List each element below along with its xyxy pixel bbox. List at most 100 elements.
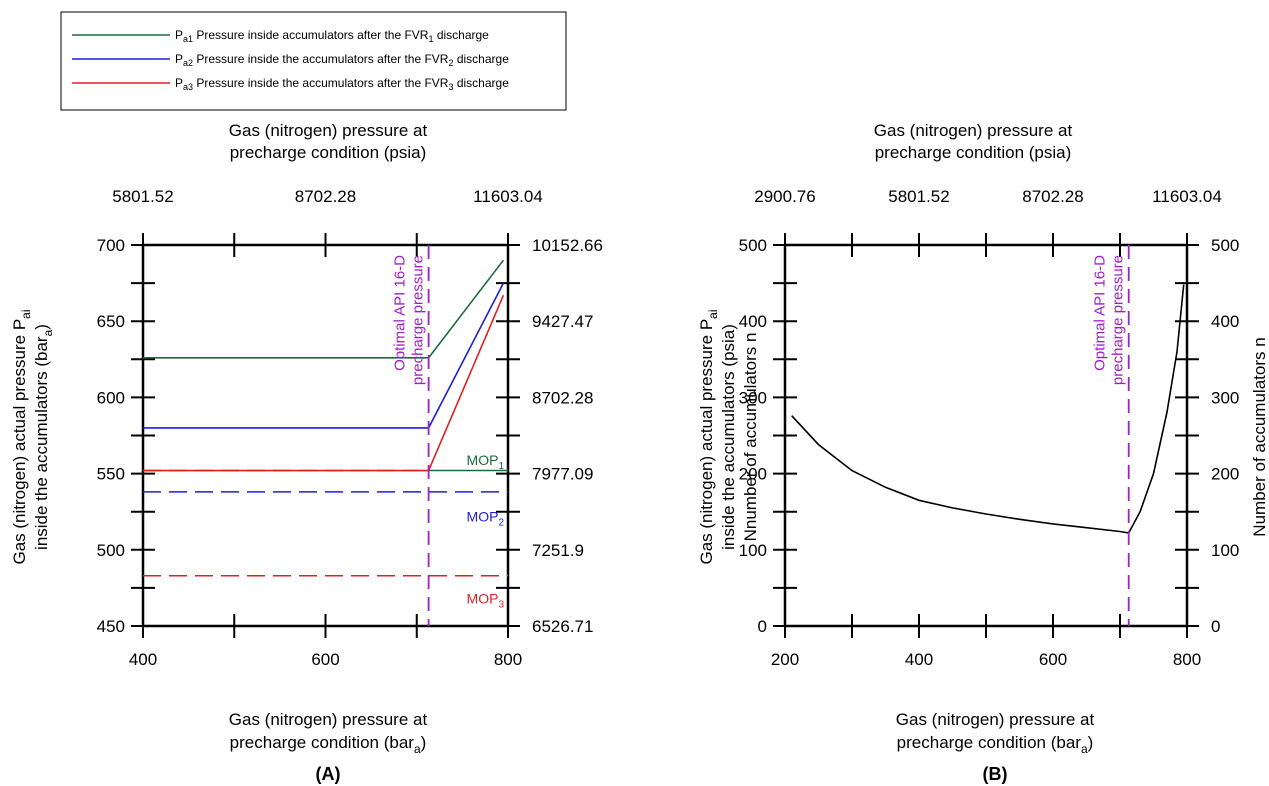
- panel-a-y-label-main: Gas (nitrogen) actual pressure P: [10, 319, 29, 565]
- legend-tail: discharge: [454, 76, 510, 90]
- mop-label-base: MOP: [467, 452, 499, 468]
- panel-a-y-label2-sub: a: [41, 329, 55, 336]
- panel-a-optimal-label: Optimal API 16-D precharge pressure: [392, 255, 427, 385]
- panel-b-x-tick-label: 400: [905, 650, 933, 669]
- panel-b-y-right-tick-label: 300: [1211, 388, 1239, 407]
- legend-sub: a1: [183, 34, 193, 44]
- panel-a-y-right-tick-label: 10152.66: [532, 236, 603, 255]
- panel-a-x-axis-label-line1: Gas (nitrogen) pressure at: [229, 710, 428, 729]
- panel-a-y-right-tick-label: 8702.28: [532, 388, 593, 407]
- panel-a-mop-label-3: MOP3: [467, 591, 505, 611]
- panel-b-right-axis-label: Number of accumulators n: [1250, 337, 1269, 536]
- panel-b-x-axis-label-sub: a: [1081, 742, 1088, 756]
- panel-b-top-axis-label-line2: precharge condition (psia): [875, 143, 1072, 162]
- panel-a-y-tick-label: 650: [97, 312, 125, 331]
- panel-a-y-right-tick-label: 9427.47: [532, 312, 593, 331]
- panel-b-y-right-tick-label: 200: [1211, 465, 1239, 484]
- legend: Pa1 Pressure inside accumulators after t…: [60, 11, 567, 111]
- panel-b-y-tick-label: 300: [739, 388, 767, 407]
- panel-b-y-right-tick-label: 100: [1211, 541, 1239, 560]
- legend-entry-1: Pa1 Pressure inside accumulators after t…: [175, 28, 489, 44]
- legend-sub: a2: [183, 58, 193, 68]
- panel-b-x-tick-label: 800: [1173, 650, 1201, 669]
- mop-label-base: MOP: [467, 591, 499, 607]
- legend-sub: a3: [183, 82, 193, 92]
- panel-b-optimal-label: Optimal API 16-D precharge pressure: [1092, 255, 1127, 385]
- panel-b-x-axis-label-close: ): [1088, 733, 1094, 752]
- panel-b-y-label-main: Gas (nitrogen) actual pressure P: [697, 319, 716, 565]
- mop-label-sub: 3: [498, 600, 504, 611]
- panel-b-x-top-tick-label: 8702.28: [1022, 187, 1083, 206]
- legend-sub2: 2: [448, 58, 453, 68]
- mop-label-base: MOP: [467, 508, 499, 524]
- legend-text: Pressure inside the accumulators after t…: [193, 76, 449, 90]
- panel-b-y-tick-label: 400: [739, 312, 767, 331]
- panel-b-x-tick-label: 600: [1039, 650, 1067, 669]
- panel-a-y-axis-label-line1: Gas (nitrogen) actual pressure Pai: [10, 309, 33, 564]
- panel-a-x-top-tick-label: 5801.52: [112, 187, 173, 206]
- panel-a-y-tick-label: 500: [97, 541, 125, 560]
- panel-b-y-tick-label: 100: [739, 541, 767, 560]
- panel-a-y-label2-close: ): [32, 324, 51, 330]
- panel-a-y-axis-label: Gas (nitrogen) actual pressure Pai insid…: [10, 309, 55, 564]
- panel-a: Gas (nitrogen) pressure at precharge con…: [10, 121, 603, 784]
- panel-b-x-tick-label: 200: [771, 650, 799, 669]
- panel-b-optimal-label-line2: precharge pressure: [1110, 255, 1127, 385]
- panel-b-top-axis-label-line1: Gas (nitrogen) pressure at: [874, 121, 1073, 140]
- legend-base: P: [175, 28, 183, 42]
- panel-b-x-axis-label-line2: precharge condition (bara): [897, 733, 1094, 756]
- panel-a-y-tick-label: 600: [97, 388, 125, 407]
- panel-a-series-Pa1: [143, 259, 505, 359]
- panel-a-series-Pa2: [143, 282, 505, 429]
- panel-a-optimal-label-line1: Optimal API 16-D: [392, 255, 409, 371]
- panel-b-y-axis-label-line3: Nnumber of accumulators n: [741, 333, 760, 542]
- legend-text: Pressure inside accumulators after the F…: [193, 28, 429, 42]
- panel-a-y-axis-label-line2: inside the accumulators (bara): [32, 324, 55, 550]
- panel-a-mop-label-1: MOP1: [467, 452, 505, 472]
- panel-a-y-right-tick-label: 7251.9: [532, 541, 584, 560]
- panel-b: Gas (nitrogen) pressure at precharge con…: [697, 121, 1269, 784]
- panel-b-y-right-tick-label: 400: [1211, 312, 1239, 331]
- mop-label-sub: 1: [498, 461, 504, 472]
- panel-b-right-axis-label-text: Number of accumulators n: [1250, 337, 1269, 536]
- legend-entry-3: Pa3 Pressure inside the accumulators aft…: [175, 76, 509, 92]
- legend-base: P: [175, 76, 183, 90]
- panel-a-y-tick-label: 450: [97, 617, 125, 636]
- panel-b-y-tick-label: 200: [739, 465, 767, 484]
- panel-b-series-1: [791, 284, 1185, 534]
- panel-a-top-axis-label-line2: precharge condition (psia): [230, 143, 427, 162]
- panel-a-x-top-tick-label: 11603.04: [473, 187, 543, 206]
- panel-a-top-axis-label-line1: Gas (nitrogen) pressure at: [229, 121, 428, 140]
- panel-b-y-right-tick-label: 500: [1211, 236, 1239, 255]
- panel-a-x-tick-label: 800: [494, 650, 522, 669]
- panel-b-y-axis-label-line2: inside the accumulators (psia): [719, 324, 738, 550]
- panel-b-x-top-tick-label: 5801.52: [888, 187, 949, 206]
- panel-a-x-tick-label: 400: [129, 650, 157, 669]
- panel-a-y-label-sub: ai: [19, 309, 33, 318]
- panel-a-letter: (A): [316, 764, 341, 784]
- panel-a-y-tick-label: 700: [97, 236, 125, 255]
- panel-a-y-right-tick-label: 7977.09: [532, 465, 593, 484]
- panel-a-mop-label-2: MOP2: [467, 508, 505, 528]
- panel-a-y-right-tick-label: 6526.71: [532, 617, 593, 636]
- panel-a-optimal-label-line2: precharge pressure: [410, 255, 427, 385]
- panel-b-x-axis-label-main: precharge condition (bar: [897, 733, 1082, 752]
- panel-b-y-axis-label-line1: Gas (nitrogen) actual pressure Pai: [697, 309, 720, 564]
- panel-a-x-tick-label: 600: [311, 650, 339, 669]
- panel-a-x-top-tick-label: 8702.28: [295, 187, 356, 206]
- legend-tail: discharge: [433, 28, 489, 42]
- panel-b-y-tick-label: 500: [739, 236, 767, 255]
- panel-b-y-label-sub: ai: [706, 309, 720, 318]
- panel-a-x-axis-label-sub: a: [414, 742, 421, 756]
- panel-b-x-axis-label-line1: Gas (nitrogen) pressure at: [896, 710, 1095, 729]
- legend-base: P: [175, 52, 183, 66]
- panel-a-series-Pa3: [143, 294, 505, 472]
- panel-b-y-axis-label: Gas (nitrogen) actual pressure Pai insid…: [697, 309, 760, 564]
- panel-b-letter: (B): [983, 764, 1008, 784]
- panel-a-x-axis-label-close: ): [421, 733, 427, 752]
- panel-a-y-label2-main: inside the accumulators (bar: [32, 336, 51, 550]
- mop-label-sub: 2: [498, 517, 504, 528]
- legend-entry-2: Pa2 Pressure inside the accumulators aft…: [175, 52, 509, 68]
- legend-text: Pressure inside the accumulators after t…: [193, 52, 449, 66]
